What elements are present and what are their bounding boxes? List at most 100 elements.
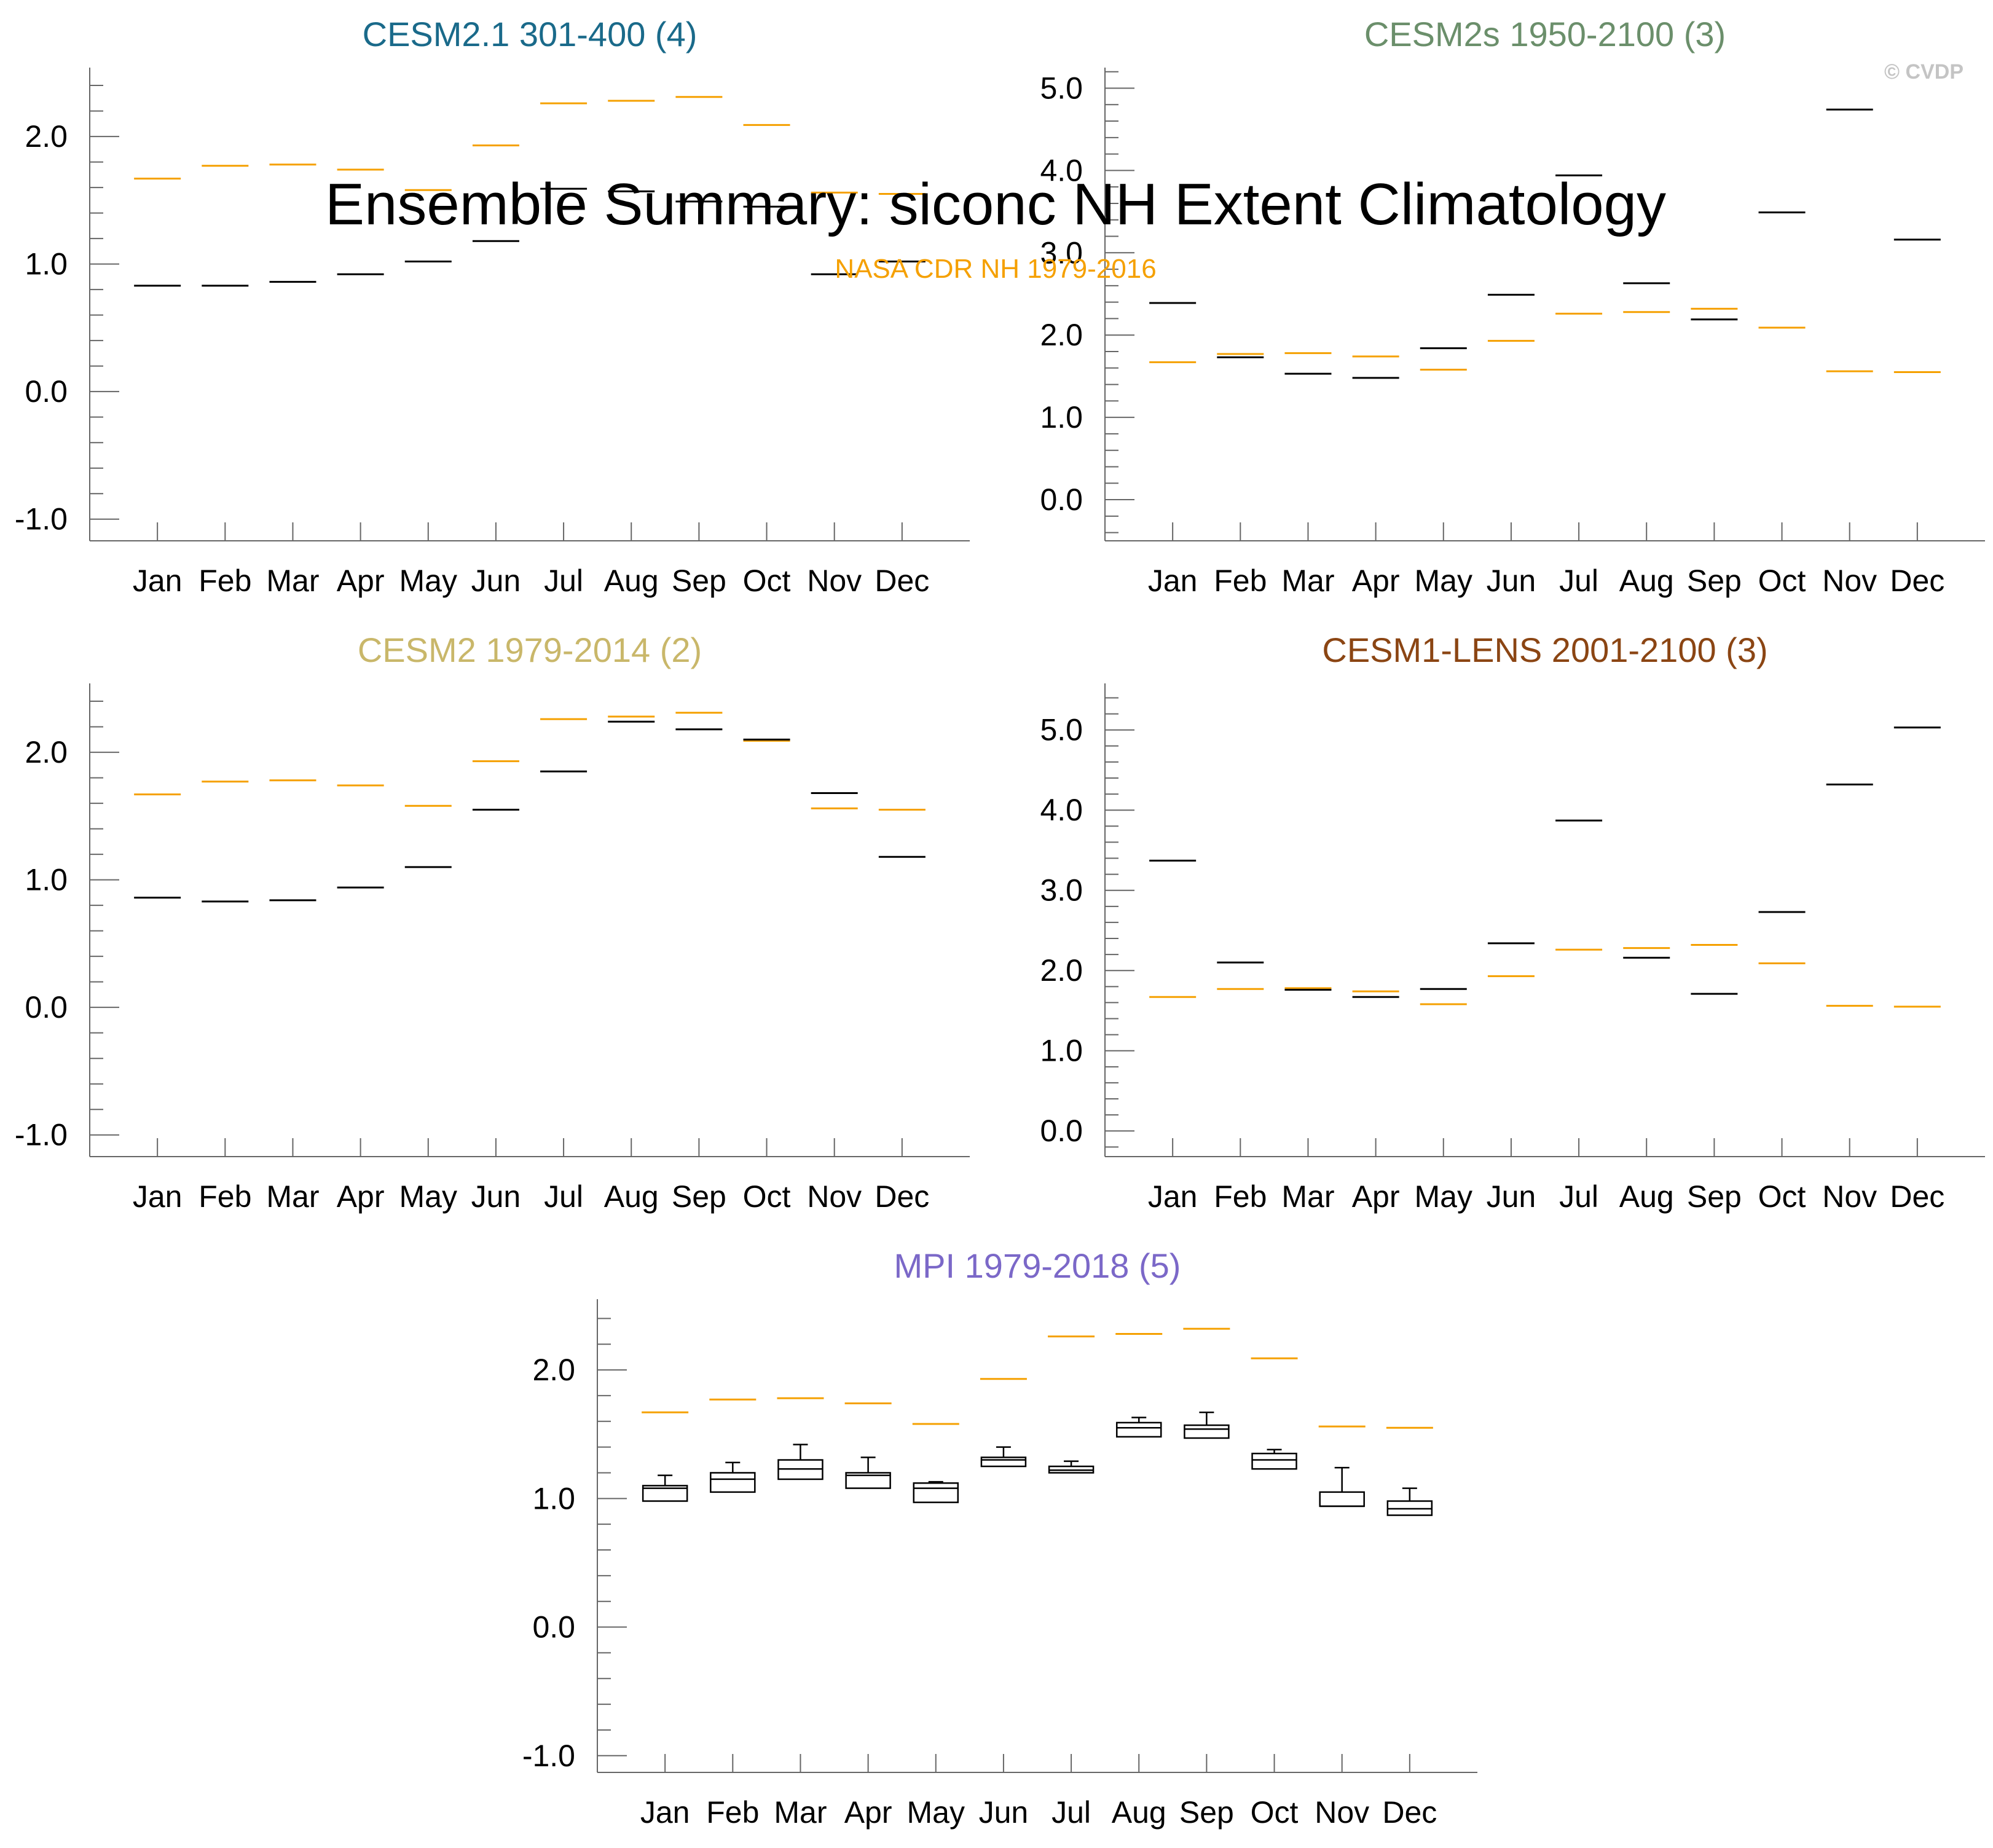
box-body — [1251, 1452, 1297, 1470]
x-tick-label: Aug — [1619, 564, 1674, 598]
x-tick-label: Aug — [1112, 1795, 1166, 1830]
y-tick-label: 1.0 — [25, 247, 68, 281]
x-tick-label: Jul — [1559, 1179, 1598, 1214]
x-tick-label: Apr — [337, 1179, 385, 1214]
y-tick-label: 2.0 — [532, 1353, 575, 1387]
y-tick-label: 5.0 — [1040, 713, 1083, 747]
x-tick-label: Jun — [1487, 564, 1536, 598]
box-body — [980, 1457, 1027, 1468]
box-jan — [642, 1474, 688, 1502]
y-tick-label: 2.0 — [25, 735, 68, 769]
x-tick-label: Feb — [1214, 1179, 1267, 1214]
x-tick-label: Mar — [266, 564, 319, 598]
ensemble-series — [134, 720, 926, 903]
y-tick-label: 3.0 — [1040, 235, 1083, 270]
y-tick-label: 2.0 — [1040, 318, 1083, 352]
box-body — [1319, 1491, 1365, 1508]
ensemble-series — [1149, 108, 1941, 379]
x-tick-label: Nov — [1822, 564, 1877, 598]
x-tick-label: Dec — [1382, 1795, 1437, 1830]
x-tick-label: Apr — [337, 564, 385, 598]
x-tick-label: Feb — [1214, 564, 1267, 598]
x-tick-label: May — [399, 1179, 457, 1214]
box-nov — [1319, 1466, 1365, 1508]
y-tick-label: 1.0 — [25, 863, 68, 897]
x-tick-label: Jan — [1148, 564, 1198, 598]
x-tick-label: Mar — [1281, 1179, 1334, 1214]
box-body — [710, 1472, 756, 1493]
y-tick-label: 0.0 — [1040, 1114, 1083, 1148]
x-tick-label: Jul — [1559, 564, 1598, 598]
box-oct — [1251, 1449, 1297, 1470]
x-tick-label: Oct — [1251, 1795, 1299, 1830]
observations-series — [1149, 943, 1941, 1008]
x-tick-label: Oct — [1758, 1179, 1806, 1214]
x-tick-label: Sep — [1687, 1179, 1742, 1214]
x-tick-label: Dec — [875, 564, 929, 598]
panel-2: CESM2s 1950-2100 (3) 0.0 1.0 2.0 3.0 4.0 5.0 Ja… — [1040, 15, 1985, 598]
x-tick-label: Nov — [807, 1179, 862, 1214]
x-tick-label: Nov — [1315, 1795, 1369, 1830]
x-tick-label: Dec — [875, 1179, 929, 1214]
observations-series — [134, 96, 926, 195]
box-mar — [777, 1444, 824, 1480]
panel-3: CESM2 1979-2014 (2) -1.0 0.0 1.0 2.0 Jan Feb Ma… — [15, 631, 970, 1214]
panel-title: CESM2s 1950-2100 (3) — [1364, 15, 1726, 53]
panel-title: MPI 1979-2018 (5) — [894, 1246, 1181, 1285]
x-tick-label: Jan — [133, 1179, 183, 1214]
x-tick-label: Apr — [1352, 1179, 1400, 1214]
x-tick-label: Jun — [471, 1179, 521, 1214]
x-tick-label: Apr — [844, 1795, 892, 1830]
x-tick-label: May — [1415, 1179, 1472, 1214]
x-tick-label: Jan — [1148, 1179, 1198, 1214]
y-tick-label: -1.0 — [522, 1739, 575, 1773]
panel-4: CESM1-LENS 2001-2100 (3) 0.0 1.0 2.0 3.0 4.0 5… — [1040, 631, 1985, 1214]
x-tick-label: Oct — [743, 1179, 791, 1214]
x-tick-label: Mar — [1281, 564, 1334, 598]
y-tick-label: -1.0 — [15, 1118, 68, 1152]
y-tick-label: 5.0 — [1040, 71, 1083, 105]
y-tick-label: 1.0 — [1040, 400, 1083, 434]
observations-label: NASA CDR NH 1979-2016 — [835, 254, 1156, 284]
y-tick-label: 4.0 — [1040, 153, 1083, 187]
panel-5: MPI 1979-2018 (5) -1.0 0.0 1.0 2.0 Jan Feb Mar A… — [522, 1246, 1477, 1830]
x-tick-label: Jul — [1052, 1795, 1091, 1830]
x-tick-label: Sep — [1179, 1795, 1234, 1830]
x-tick-label: Jan — [133, 564, 183, 598]
x-tick-label: Oct — [743, 564, 791, 598]
y-tick-label: -1.0 — [15, 502, 68, 537]
x-tick-label: Jul — [544, 564, 583, 598]
x-tick-label: Sep — [672, 1179, 726, 1214]
x-tick-label: Jun — [471, 564, 521, 598]
x-tick-label: Jul — [544, 1179, 583, 1214]
x-tick-label: Jun — [979, 1795, 1029, 1830]
x-tick-label: May — [907, 1795, 965, 1830]
box-body — [1184, 1424, 1230, 1439]
box-aug — [1115, 1417, 1162, 1438]
x-tick-label: Jan — [640, 1795, 690, 1830]
x-tick-label: Feb — [706, 1795, 759, 1830]
y-tick-label: 0.0 — [1040, 482, 1083, 517]
y-tick-label: 4.0 — [1040, 793, 1083, 827]
box-feb — [710, 1461, 756, 1493]
y-tick-label: 2.0 — [1040, 953, 1083, 988]
y-tick-label: 3.0 — [1040, 873, 1083, 908]
x-tick-label: Aug — [604, 1179, 659, 1214]
x-tick-label: Jun — [1487, 1179, 1536, 1214]
x-tick-label: Oct — [1758, 564, 1806, 598]
observations-series — [134, 712, 926, 811]
box-dec — [1386, 1487, 1433, 1516]
ensemble-series — [1149, 726, 1941, 998]
x-tick-label: Nov — [807, 564, 862, 598]
panel-1: CESM2.1 301-400 (4) -1.0 0.0 1.0 2.0 Jan Feb Ma… — [15, 15, 970, 598]
x-tick-label: Nov — [1822, 1179, 1877, 1214]
panel-title: CESM2 1979-2014 (2) — [358, 631, 702, 669]
box-body — [913, 1482, 959, 1503]
x-tick-label: Aug — [604, 564, 659, 598]
x-tick-label: Feb — [199, 1179, 251, 1214]
x-tick-label: Sep — [1687, 564, 1742, 598]
box-body — [1115, 1421, 1162, 1438]
box-may — [913, 1480, 959, 1503]
box-sep — [1184, 1411, 1230, 1439]
